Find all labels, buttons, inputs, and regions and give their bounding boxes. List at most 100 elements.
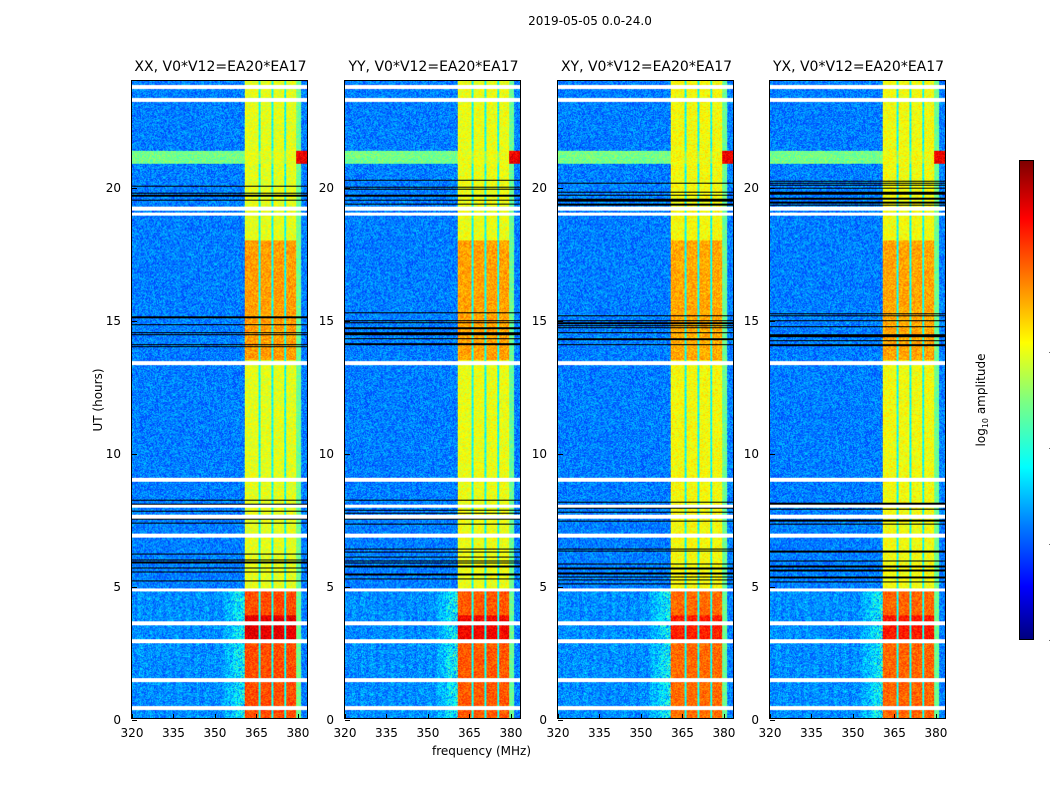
x-tick-mark — [894, 714, 896, 719]
panel-2: YY, V0*V12=EA20*EA17 320 335 350 365 380 0 5 10 1… — [319, 59, 523, 740]
x-tick-label: 380 — [286, 726, 310, 740]
y-tick-mark — [345, 586, 350, 588]
x-tick-mark — [723, 714, 725, 719]
x-tick-mark — [345, 714, 346, 719]
panel-4: YX, V0*V12=EA20*EA17 320 335 350 365 380 0 5 10 1… — [744, 59, 948, 740]
x-tick-label: 365 — [671, 726, 694, 740]
y-tick-label: 15 — [743, 313, 759, 328]
x-tick-mark — [386, 714, 388, 719]
x-tick-mark — [469, 714, 471, 719]
x-tick-mark — [132, 714, 133, 719]
x-tick-label: 380 — [712, 726, 736, 740]
x-tick-label: 350 — [416, 726, 440, 740]
y-tick-label: 15 — [318, 313, 334, 328]
colorbar-label: log10 amplitude — [973, 353, 991, 447]
x-tick-label: 365 — [245, 726, 268, 740]
heatmap-image — [345, 81, 520, 718]
colorbar: 10−1−2−3−4 — [1019, 160, 1050, 647]
colorbar-tick-label: −4 — [1039, 636, 1050, 647]
colorbar-tick-label: −2 — [1039, 444, 1050, 455]
x-tick-label: 350 — [841, 726, 865, 740]
x-tick-label: 320 — [120, 726, 144, 740]
x-tick-label: 350 — [629, 726, 653, 740]
x-tick-mark — [214, 714, 216, 719]
x-tick-mark — [599, 714, 601, 719]
y-tick-label: 20 — [105, 180, 121, 195]
x-tick-label: 380 — [499, 726, 523, 740]
y-tick-label: 5 — [539, 579, 547, 594]
x-axis-label: frequency (MHz) — [432, 744, 532, 758]
x-tick-mark — [935, 714, 937, 719]
y-tick-label: 5 — [113, 579, 121, 594]
x-tick-mark — [852, 714, 854, 719]
y-tick-label: 5 — [751, 579, 759, 594]
x-tick-mark — [770, 714, 771, 719]
x-tick-mark — [811, 714, 813, 719]
x-tick-label: 365 — [458, 726, 481, 740]
y-tick-mark — [558, 453, 563, 455]
y-tick-label: 20 — [531, 180, 547, 195]
colorbar-tick-label: 0 — [1039, 252, 1050, 263]
y-tick-label: 20 — [743, 180, 759, 195]
x-tick-mark — [297, 714, 299, 719]
y-tick-mark — [558, 320, 563, 322]
colorbar-tick-label: −1 — [1039, 348, 1050, 359]
y-tick-mark — [132, 187, 137, 189]
y-tick-label: 10 — [105, 446, 121, 461]
x-tick-label: 380 — [924, 726, 948, 740]
y-axis-label: UT (hours) — [91, 368, 105, 432]
y-tick-mark — [770, 187, 775, 189]
y-tick-label: 0 — [751, 713, 759, 727]
y-tick-label: 10 — [531, 446, 547, 461]
x-tick-label: 320 — [333, 726, 357, 740]
x-tick-label: 335 — [588, 726, 611, 740]
y-tick-mark — [345, 453, 350, 455]
panel-3: XY, V0*V12=EA20*EA17 320 335 350 365 380 0 5 10 1… — [532, 59, 736, 740]
x-tick-mark — [256, 714, 258, 719]
panel-title: YX, V0*V12=EA20*EA17 — [772, 59, 945, 75]
x-tick-mark — [173, 714, 175, 719]
y-tick-mark — [558, 720, 563, 721]
y-tick-mark — [132, 453, 137, 455]
x-tick-mark — [510, 714, 512, 719]
y-tick-mark — [770, 720, 775, 721]
y-tick-label: 15 — [105, 313, 121, 328]
y-tick-mark — [345, 720, 350, 721]
y-tick-mark — [558, 187, 563, 189]
y-tick-mark — [770, 453, 775, 455]
y-tick-mark — [770, 320, 775, 322]
y-tick-label: 0 — [326, 713, 334, 727]
x-tick-label: 320 — [758, 726, 782, 740]
heatmap-image — [132, 81, 307, 718]
y-tick-label: 20 — [318, 180, 334, 195]
y-tick-mark — [770, 586, 775, 588]
x-tick-label: 365 — [883, 726, 906, 740]
y-tick-mark — [132, 320, 137, 322]
x-tick-label: 335 — [800, 726, 823, 740]
x-tick-mark — [558, 714, 559, 719]
x-tick-mark — [682, 714, 684, 719]
y-tick-label: 15 — [531, 313, 547, 328]
x-tick-label: 350 — [203, 726, 227, 740]
heatmap-image — [558, 81, 733, 718]
panel-title: XX, V0*V12=EA20*EA17 — [134, 59, 307, 75]
y-tick-label: 5 — [326, 579, 334, 594]
x-tick-label: 335 — [162, 726, 185, 740]
y-tick-label: 10 — [318, 446, 334, 461]
panel-title: YY, V0*V12=EA20*EA17 — [348, 59, 519, 75]
figure-title: 2019-05-05 0.0-24.0 — [528, 14, 652, 28]
panel-title: XY, V0*V12=EA20*EA17 — [560, 59, 733, 75]
y-tick-mark — [345, 187, 350, 189]
y-tick-mark — [132, 720, 137, 721]
heatmap-image — [770, 81, 945, 718]
y-tick-label: 0 — [539, 713, 547, 727]
x-tick-label: 320 — [546, 726, 570, 740]
panel-1: XX, V0*V12=EA20*EA17 320 335 350 365 380 0 5 10 1… — [106, 59, 310, 740]
y-tick-mark — [345, 320, 350, 322]
x-tick-mark — [427, 714, 429, 719]
colorbar-tick-label: −3 — [1039, 540, 1050, 551]
colorbar-tick-label: 1 — [1039, 156, 1050, 167]
x-tick-mark — [640, 714, 642, 719]
y-tick-mark — [132, 586, 137, 588]
